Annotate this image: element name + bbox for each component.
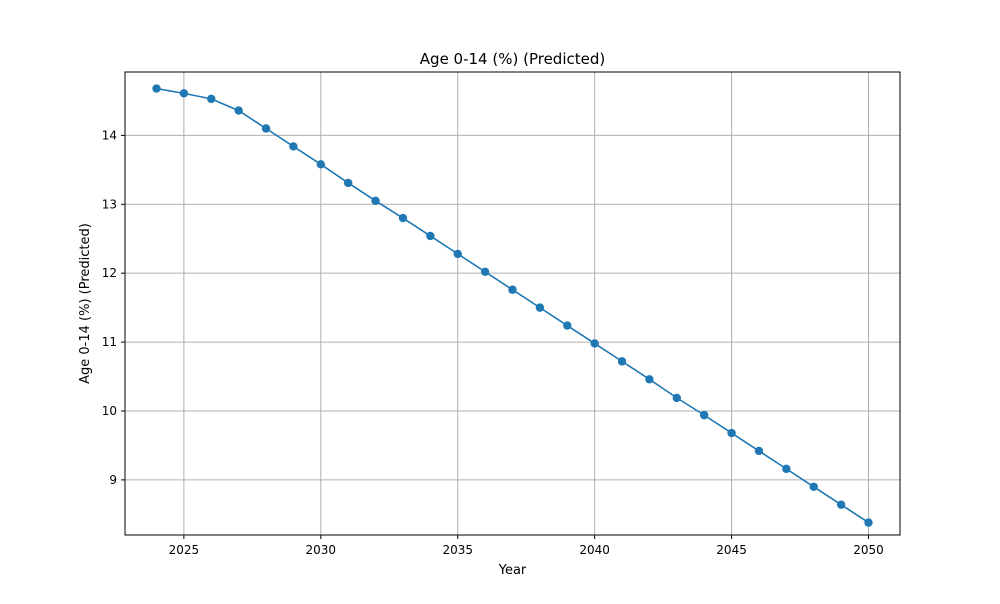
data-point [316,160,326,169]
data-point [836,500,846,509]
y-tick-label: 13 [102,197,117,211]
data-point [480,267,490,277]
data-point [371,196,380,206]
chart-title: Age 0-14 (%) (Predicted) [420,50,605,68]
y-tick-label: 10 [102,404,117,418]
data-point [864,518,873,527]
data-point [590,339,599,348]
grid [125,72,900,535]
y-tick-label: 11 [102,335,117,349]
data-point [179,89,189,98]
data-point [809,482,818,491]
data-point [343,178,353,188]
data-point [234,106,243,115]
x-tick-label: 2045 [716,543,747,557]
data-point [508,285,517,294]
series-line [156,87,869,524]
data-point [289,142,298,151]
series-layer [152,84,873,527]
y-tick-label: 12 [102,266,117,280]
data-point [563,321,572,330]
data-point [727,428,736,438]
data-point [782,464,791,474]
data-point [754,446,764,456]
y-tick-label: 9 [109,473,117,487]
data-point [207,94,216,104]
data-point [617,357,627,366]
data-point [672,393,682,403]
data-point [261,124,271,133]
y-axis-label: Age 0-14 (%) (Predicted) [78,223,93,384]
data-point [535,303,545,312]
data-point [426,231,435,241]
x-tick-label: 2050 [853,543,884,557]
data-point [152,84,161,93]
x-tick-label: 2040 [579,543,610,557]
data-point [453,249,462,259]
data-point [699,410,709,420]
x-tick-label: 2025 [169,543,200,557]
x-axis-label: Year [498,563,527,578]
data-point [398,213,408,223]
plot-frame [124,71,901,536]
y-tick-label: 14 [102,128,117,142]
x-tick-label: 2030 [306,543,337,557]
axis-ticks: 2025 2030 2035 2040 2045 2050 9 10 11 12 13 14 [102,128,884,557]
x-tick-label: 2035 [442,543,473,557]
data-point [645,375,654,384]
